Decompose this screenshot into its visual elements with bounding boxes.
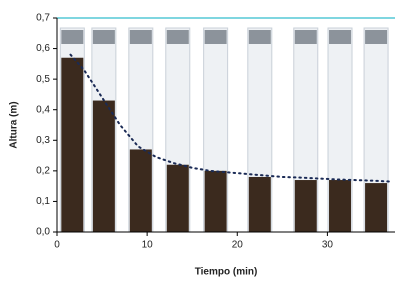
bar bbox=[295, 180, 317, 232]
tube-cap bbox=[295, 30, 317, 44]
y-tick-label: 0,5 bbox=[36, 74, 50, 85]
bar bbox=[130, 149, 152, 232]
y-tick-label: 0,2 bbox=[36, 165, 50, 176]
tube-cap bbox=[93, 30, 115, 44]
x-tick-label: 0 bbox=[54, 240, 60, 251]
bar bbox=[249, 177, 271, 232]
bar bbox=[329, 180, 351, 232]
bar bbox=[167, 165, 189, 232]
y-tick-label: 0,6 bbox=[36, 43, 50, 54]
x-tick-label: 30 bbox=[322, 240, 334, 251]
y-tick-label: 0,1 bbox=[36, 196, 50, 207]
y-tick-label: 0,4 bbox=[36, 104, 50, 115]
x-tick-label: 10 bbox=[142, 240, 154, 251]
tube-cap bbox=[167, 30, 189, 44]
tube-cap bbox=[205, 30, 227, 44]
x-axis-label: Tiempo (min) bbox=[195, 267, 258, 278]
tube-cap bbox=[130, 30, 152, 44]
y-tick-label: 0,3 bbox=[36, 135, 50, 146]
x-tick-label: 20 bbox=[232, 240, 244, 251]
tube-cap bbox=[365, 30, 387, 44]
chart: Altura (m) Tiempo (min) 0,0 0,1 0,2 0,3 0,4 0… bbox=[0, 0, 401, 283]
y-tick-label: 0,7 bbox=[36, 13, 50, 24]
bar bbox=[365, 183, 387, 232]
bar bbox=[205, 171, 227, 232]
bar bbox=[93, 101, 115, 232]
tube-cap bbox=[329, 30, 351, 44]
tube-cap bbox=[249, 30, 271, 44]
bar bbox=[61, 58, 83, 232]
y-axis-label: Altura (m) bbox=[9, 101, 20, 148]
tube-cap bbox=[61, 30, 83, 44]
y-tick-label: 0,0 bbox=[36, 227, 50, 238]
